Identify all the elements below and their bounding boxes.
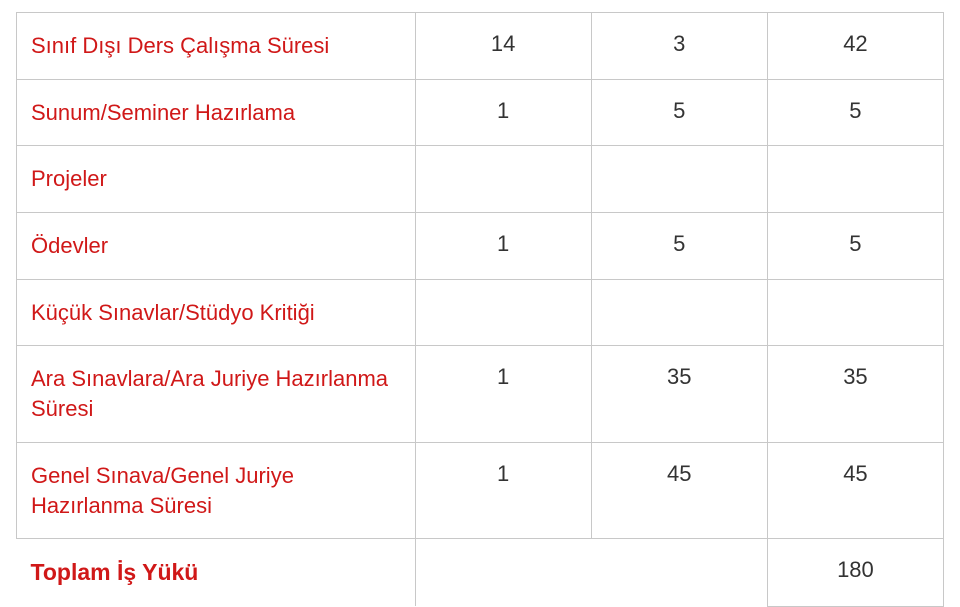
row-value-3: 45 [767, 442, 943, 538]
table-row: Küçük Sınavlar/Stüdyo Kritiği [17, 279, 944, 346]
row-value-2: 3 [591, 13, 767, 80]
row-label: Projeler [17, 146, 416, 213]
table-row: Genel Sınava/Genel Juriye Hazırlanma Sür… [17, 442, 944, 538]
row-value-1: 1 [415, 442, 591, 538]
row-value-1: 14 [415, 13, 591, 80]
row-label: Sunum/Seminer Hazırlama [17, 79, 416, 146]
table-row: Sunum/Seminer Hazırlama 1 5 5 [17, 79, 944, 146]
row-value-2 [591, 279, 767, 346]
row-value-3 [767, 146, 943, 213]
row-value-2: 5 [591, 79, 767, 146]
row-value-1 [415, 279, 591, 346]
row-value-3: 5 [767, 79, 943, 146]
row-label: Küçük Sınavlar/Stüdyo Kritiği [17, 279, 416, 346]
row-value-3: 42 [767, 13, 943, 80]
row-value-2: 5 [591, 213, 767, 280]
row-value-2: 45 [591, 442, 767, 538]
table-row: Ara Sınavlara/Ara Juriye Hazırlanma Süre… [17, 346, 944, 442]
row-label: Ödevler [17, 213, 416, 280]
row-label: Genel Sınava/Genel Juriye Hazırlanma Sür… [17, 442, 416, 538]
row-value-2 [591, 146, 767, 213]
total-label: Toplam İş Yükü [17, 539, 416, 607]
total-empty [415, 539, 767, 607]
row-value-1: 1 [415, 79, 591, 146]
workload-table: Sınıf Dışı Ders Çalışma Süresi 14 3 42 S… [16, 12, 944, 607]
row-value-1: 1 [415, 213, 591, 280]
table-row: Sınıf Dışı Ders Çalışma Süresi 14 3 42 [17, 13, 944, 80]
table-row: Ödevler 1 5 5 [17, 213, 944, 280]
row-label: Sınıf Dışı Ders Çalışma Süresi [17, 13, 416, 80]
total-row: Toplam İş Yükü 180 [17, 539, 944, 607]
row-value-3: 35 [767, 346, 943, 442]
table-row: Projeler [17, 146, 944, 213]
row-value-1 [415, 146, 591, 213]
row-label: Ara Sınavlara/Ara Juriye Hazırlanma Süre… [17, 346, 416, 442]
row-value-3: 5 [767, 213, 943, 280]
row-value-3 [767, 279, 943, 346]
row-value-1: 1 [415, 346, 591, 442]
total-value: 180 [767, 539, 943, 607]
table-body: Sınıf Dışı Ders Çalışma Süresi 14 3 42 S… [17, 13, 944, 607]
row-value-2: 35 [591, 346, 767, 442]
